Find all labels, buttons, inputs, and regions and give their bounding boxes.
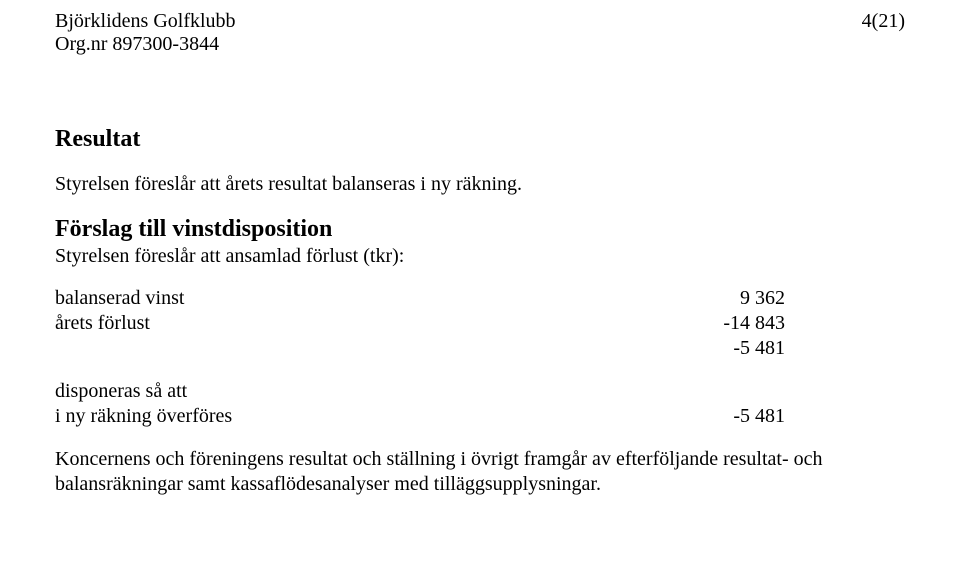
subsection-subtitle: Styrelsen föreslår att ansamlad förlust … (55, 245, 905, 268)
row-disponeras: disponeras så att (55, 379, 905, 404)
row-sum-value: -5 481 (665, 336, 785, 361)
document-page: Björklidens Golfklubb Org.nr 897300-3844… (0, 0, 960, 564)
row-balanserad-value: 9 362 (665, 286, 785, 311)
row-arets-value: -14 843 (665, 311, 785, 336)
section-title: Resultat (55, 126, 905, 153)
page-indicator: 4(21) (862, 10, 905, 33)
org-name: Björklidens Golfklubb (55, 10, 236, 33)
row-arets: årets förlust -14 843 (55, 311, 905, 336)
row-arets-label: årets förlust (55, 311, 665, 336)
row-sum: -5 481 (55, 336, 905, 361)
header-left: Björklidens Golfklubb Org.nr 897300-3844 (55, 10, 236, 56)
row-overfores-label: i ny räkning överföres (55, 404, 665, 429)
row-overfores: i ny räkning överföres -5 481 (55, 404, 905, 429)
row-disponeras-label: disponeras så att (55, 379, 665, 404)
row-balanserad-label: balanserad vinst (55, 286, 665, 311)
row-disponeras-value (665, 379, 785, 404)
section-intro: Styrelsen föreslår att årets resultat ba… (55, 173, 905, 196)
row-overfores-value: -5 481 (665, 404, 785, 429)
row-sum-label (55, 336, 665, 361)
row-balanserad: balanserad vinst 9 362 (55, 286, 905, 311)
document-header: Björklidens Golfklubb Org.nr 897300-3844… (55, 10, 905, 56)
org-number: Org.nr 897300-3844 (55, 33, 236, 56)
footer-line-2: balansräkningar samt kassaflödesanalyser… (55, 473, 601, 495)
subsection-title: Förslag till vinstdisposition (55, 216, 905, 243)
footer-line-1: Koncernens och föreningens resultat och … (55, 448, 823, 470)
footer-paragraph: Koncernens och föreningens resultat och … (55, 447, 905, 497)
